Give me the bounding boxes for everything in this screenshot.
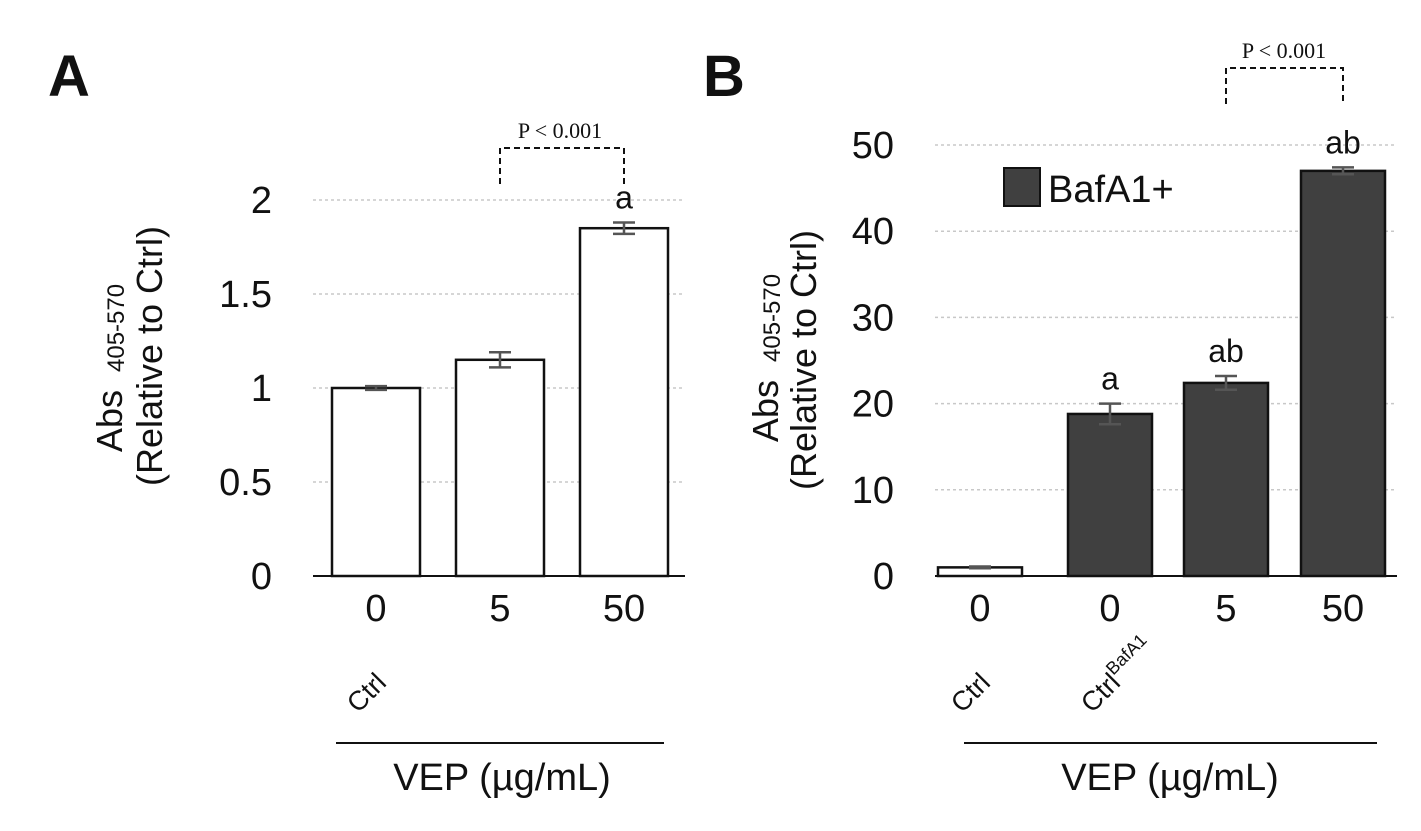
panel-b-p-value: P < 0.001: [1242, 38, 1326, 63]
panel-a-x-tick-label: 50: [603, 588, 645, 630]
panel-b-ctrl-label: CtrlBafA1: [1072, 630, 1160, 718]
panel-b-ctrl-label: Ctrl: [945, 667, 996, 718]
panel-b-significance-letter: ab: [1208, 333, 1244, 369]
panel-b-bars: a ab ab: [936, 124, 1387, 578]
panel-a-x-tick-label: 0: [365, 588, 386, 630]
panel-a-significance-bracket: P < 0.001: [499, 118, 625, 184]
panel-b-ctrl-label-superscript: BafA1: [1102, 630, 1151, 679]
panel-b-legend: BafA1+: [1003, 167, 1174, 211]
panel-b-bar: [1299, 169, 1387, 578]
panel-b-bar: [1066, 412, 1154, 578]
panel-b-ylabel-line2: (Relative to Ctrl): [783, 230, 824, 490]
panel-b-y-tick-label: 0: [873, 556, 894, 598]
panel-a-bars: a: [330, 180, 670, 578]
panel-b-y-axis-label: Abs 405-570: [745, 274, 786, 442]
panel-a-bar: [330, 386, 422, 578]
panel-b-legend-swatch: [1003, 167, 1041, 207]
panel-b-significance-letter: ab: [1325, 124, 1361, 160]
panel-b-y-tick-label: 40: [852, 211, 894, 253]
panel-a-bar: [578, 226, 670, 578]
panel-a-y-tick-label: 2: [251, 180, 272, 222]
panel-a-y-tick-label: 1.5: [219, 274, 272, 316]
panel-b-significance-letter: a: [1101, 361, 1119, 397]
panel-b-y-tick-label: 30: [852, 297, 894, 339]
panel-a-ylabel-main: Abs: [89, 390, 130, 452]
panel-a-bracket-line: [499, 147, 625, 184]
panel-b-x-tick-label: 0: [969, 588, 990, 630]
panel-a-ctrl-label-text: Ctrl: [341, 667, 392, 718]
panel-b-legend-label: BafA1+: [1048, 169, 1174, 211]
panel-b-y-tick-label: 10: [852, 470, 894, 512]
panel-a-x-axis-label: VEP (µg/mL): [393, 757, 611, 799]
panel-b-ylabel-sub: 405-570: [759, 274, 786, 362]
panel-a-y-tick-label: 1: [251, 368, 272, 410]
panel-a-bar: [454, 358, 546, 578]
panel-b-ylabel-main: Abs: [745, 380, 786, 442]
panel-a-ctrl-label: Ctrl: [341, 667, 392, 718]
panel-b-y-tick-label: 50: [852, 125, 894, 167]
panel-b-ctrl-label-text: Ctrl: [945, 667, 996, 718]
panel-a-letter: A: [48, 44, 90, 109]
panel-a-ylabel-sub: 405-570: [103, 284, 130, 372]
panel-b-x-tick-label: 0: [1099, 588, 1120, 630]
panel-b-bracket-line: [1225, 67, 1344, 104]
panel-a-p-value: P < 0.001: [518, 118, 602, 143]
panel-b-y-tick-label: 20: [852, 384, 894, 426]
panel-a-y-ticks: 0 0.5 1 1.5 2: [219, 180, 272, 598]
panel-b-y-ticks: 0 10 20 30 40 50: [852, 125, 894, 598]
panel-a-significance-letter: a: [615, 180, 633, 216]
panel-a-y-tick-label: 0.5: [219, 462, 272, 504]
panel-a: A P < 0.001 a 0 0.5 1 1.5 2 0 Ctrl 5 50 Abs 405…: [48, 44, 685, 799]
panel-a-y-tick-label: 0: [251, 556, 272, 598]
panel-a-y-axis-label: Abs 405-570: [89, 284, 130, 452]
panel-a-ylabel-line2: (Relative to Ctrl): [129, 226, 170, 486]
panel-b-bar: [1182, 381, 1270, 578]
panel-b-x-tick-label: 50: [1322, 588, 1364, 630]
panel-a-x-ticks: 0 Ctrl 5 50: [341, 588, 645, 718]
panel-b-x-tick-label: 5: [1215, 588, 1236, 630]
panel-b-x-axis-label: VEP (µg/mL): [1061, 757, 1279, 799]
panel-a-x-tick-label: 5: [489, 588, 510, 630]
panel-b-letter: B: [703, 44, 745, 109]
panel-b-significance-bracket: P < 0.001: [1225, 38, 1344, 104]
